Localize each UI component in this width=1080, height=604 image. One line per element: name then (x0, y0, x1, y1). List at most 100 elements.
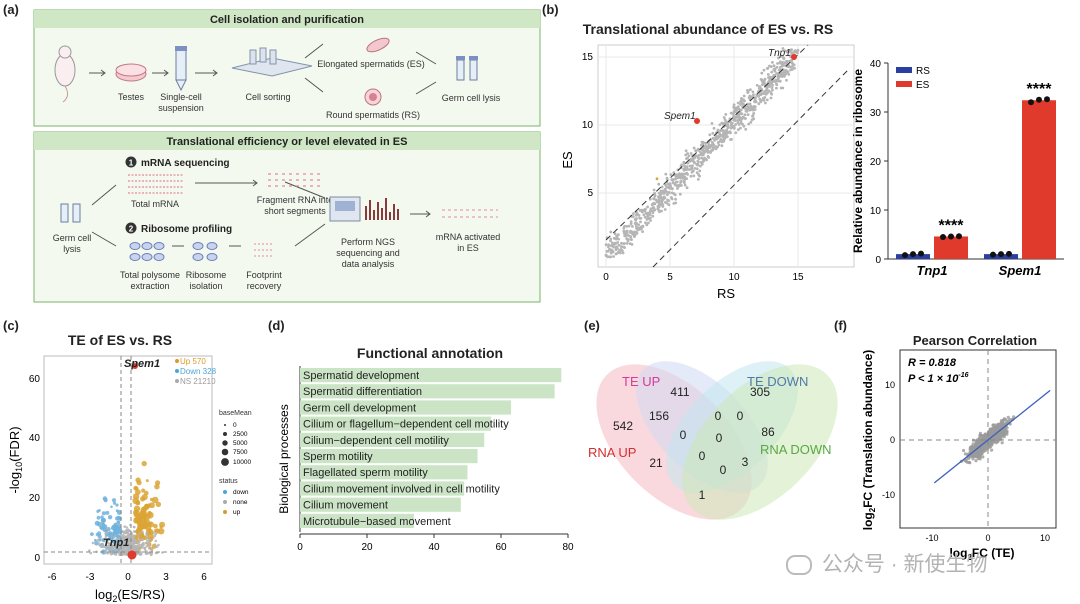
f-ytick-0: 10 (885, 380, 895, 390)
b-scatter-point (717, 143, 721, 147)
c-xtick-4: 6 (201, 572, 207, 583)
venn-count-1: 1 (699, 488, 706, 502)
b-scatter-point (743, 106, 747, 110)
b-scatter-point (728, 130, 732, 134)
b-scatter-point (763, 96, 767, 99)
b-scatter-point (647, 221, 650, 225)
total-mrna: Total mRNA (131, 199, 179, 209)
b-scatter-point (675, 173, 678, 177)
c-volcano-point (123, 525, 126, 528)
b-bar-point (1044, 96, 1050, 103)
c-volcano-point (89, 551, 93, 555)
c-volcano-point (114, 530, 119, 535)
b-scatter-point (720, 121, 724, 125)
b-scatter-point (683, 183, 687, 187)
b-scatter-point (767, 76, 770, 79)
b-scatter-point (687, 154, 691, 158)
b-scatter-point (719, 138, 723, 141)
c-label-tnp1: Tnp1 (103, 537, 129, 549)
b-scatter-plot: Tnp1 Spem1 0 5 10 15 5 10 15 RS ES (560, 44, 855, 301)
b-scatter-point (768, 64, 771, 68)
b-scatter-point (677, 184, 681, 188)
b-scatter-point (617, 237, 620, 241)
b-spem1-point (694, 118, 700, 124)
b-scatter-point (759, 100, 763, 104)
f-scatter-point (972, 446, 976, 450)
b-scatter-point (642, 213, 646, 217)
b-scatter-point (643, 215, 647, 219)
c-xtick-3: 3 (163, 572, 169, 583)
b-scatter-point (732, 126, 736, 129)
b-bar-category-label: Spem1 (999, 263, 1042, 278)
b-scatter-point (680, 163, 683, 167)
c-volcano-point (153, 534, 157, 537)
b-scatter-point (779, 86, 783, 90)
f-scatter-point (969, 446, 973, 450)
c-volcano-point (126, 545, 129, 549)
b-scatter-point (785, 78, 788, 82)
b-scatter-point (692, 174, 696, 178)
b-scatter-point (762, 98, 766, 102)
b-scatter-point (768, 78, 772, 81)
b-scatter-point (632, 212, 635, 216)
c-volcano-point (146, 539, 149, 543)
f-scatter-point (991, 423, 995, 427)
panel-label-e: (e) (584, 318, 600, 333)
b-scatter-point (649, 219, 652, 222)
b-scatter-point (686, 168, 690, 171)
f-scatter-point (962, 448, 966, 453)
b-scatter-point (706, 151, 710, 154)
c-label-spem1: Spem1 (124, 358, 160, 370)
c-status-none-dot (223, 500, 227, 504)
f-scatter-point (997, 422, 1001, 426)
b-scatter-point (652, 197, 655, 201)
b-scatter-point (609, 239, 612, 243)
f-scatter-point (968, 461, 972, 465)
b-scatter-point (621, 251, 625, 255)
b-scatter-point (716, 128, 720, 132)
venn-count-156: 156 (649, 409, 669, 423)
c-volcano-point (126, 548, 130, 552)
b-scatter-point (660, 196, 664, 200)
d-xtick-label: 40 (428, 542, 440, 553)
f-scatter-point (1001, 433, 1005, 437)
f-scatter-point (971, 457, 975, 461)
b-scatter-point (780, 63, 784, 66)
b-scatter-point (663, 187, 667, 191)
c-volcano-point (129, 536, 133, 539)
c-volcano-point (114, 548, 118, 552)
c-volcano-point (100, 515, 104, 519)
b-scatter-point (786, 60, 790, 63)
b-scatter-point (685, 186, 689, 190)
b-scatter-point (735, 108, 739, 112)
b-scatter-point (785, 50, 789, 54)
c-volcano-point (157, 543, 160, 547)
b-scatter-point (692, 146, 696, 150)
germ-cell-tubes-icon (60, 203, 81, 223)
b-scatter-point (730, 138, 733, 141)
c-volcano-point (148, 546, 151, 549)
b-scatter-point (756, 93, 759, 97)
b-scatter-point (711, 131, 715, 135)
b-scatter-point (665, 193, 669, 197)
b-scatter-point (729, 111, 733, 115)
b-scatter-point (773, 69, 777, 73)
f-scatter-point (986, 435, 990, 439)
c-volcano-point (153, 543, 157, 546)
f-scatter-point (1003, 428, 1007, 432)
b-scatter-point (765, 87, 769, 91)
b-scatter-point (612, 242, 616, 246)
b-scatter-point (732, 103, 736, 107)
b-scatter-point (764, 101, 767, 105)
c-volcano-point (133, 485, 138, 491)
c-basemean-dot-2 (222, 440, 228, 446)
b-scatter-point (777, 79, 780, 83)
b-scatter-point (708, 133, 712, 137)
footprint-2: recovery (247, 281, 282, 291)
b-scatter-point (749, 88, 752, 91)
b-scatter-point (609, 230, 613, 234)
b-legend-swatch-es (896, 81, 912, 87)
b-scatter-point (746, 91, 750, 94)
b-scatter-point (751, 90, 755, 94)
b-bar-point (1036, 96, 1042, 103)
